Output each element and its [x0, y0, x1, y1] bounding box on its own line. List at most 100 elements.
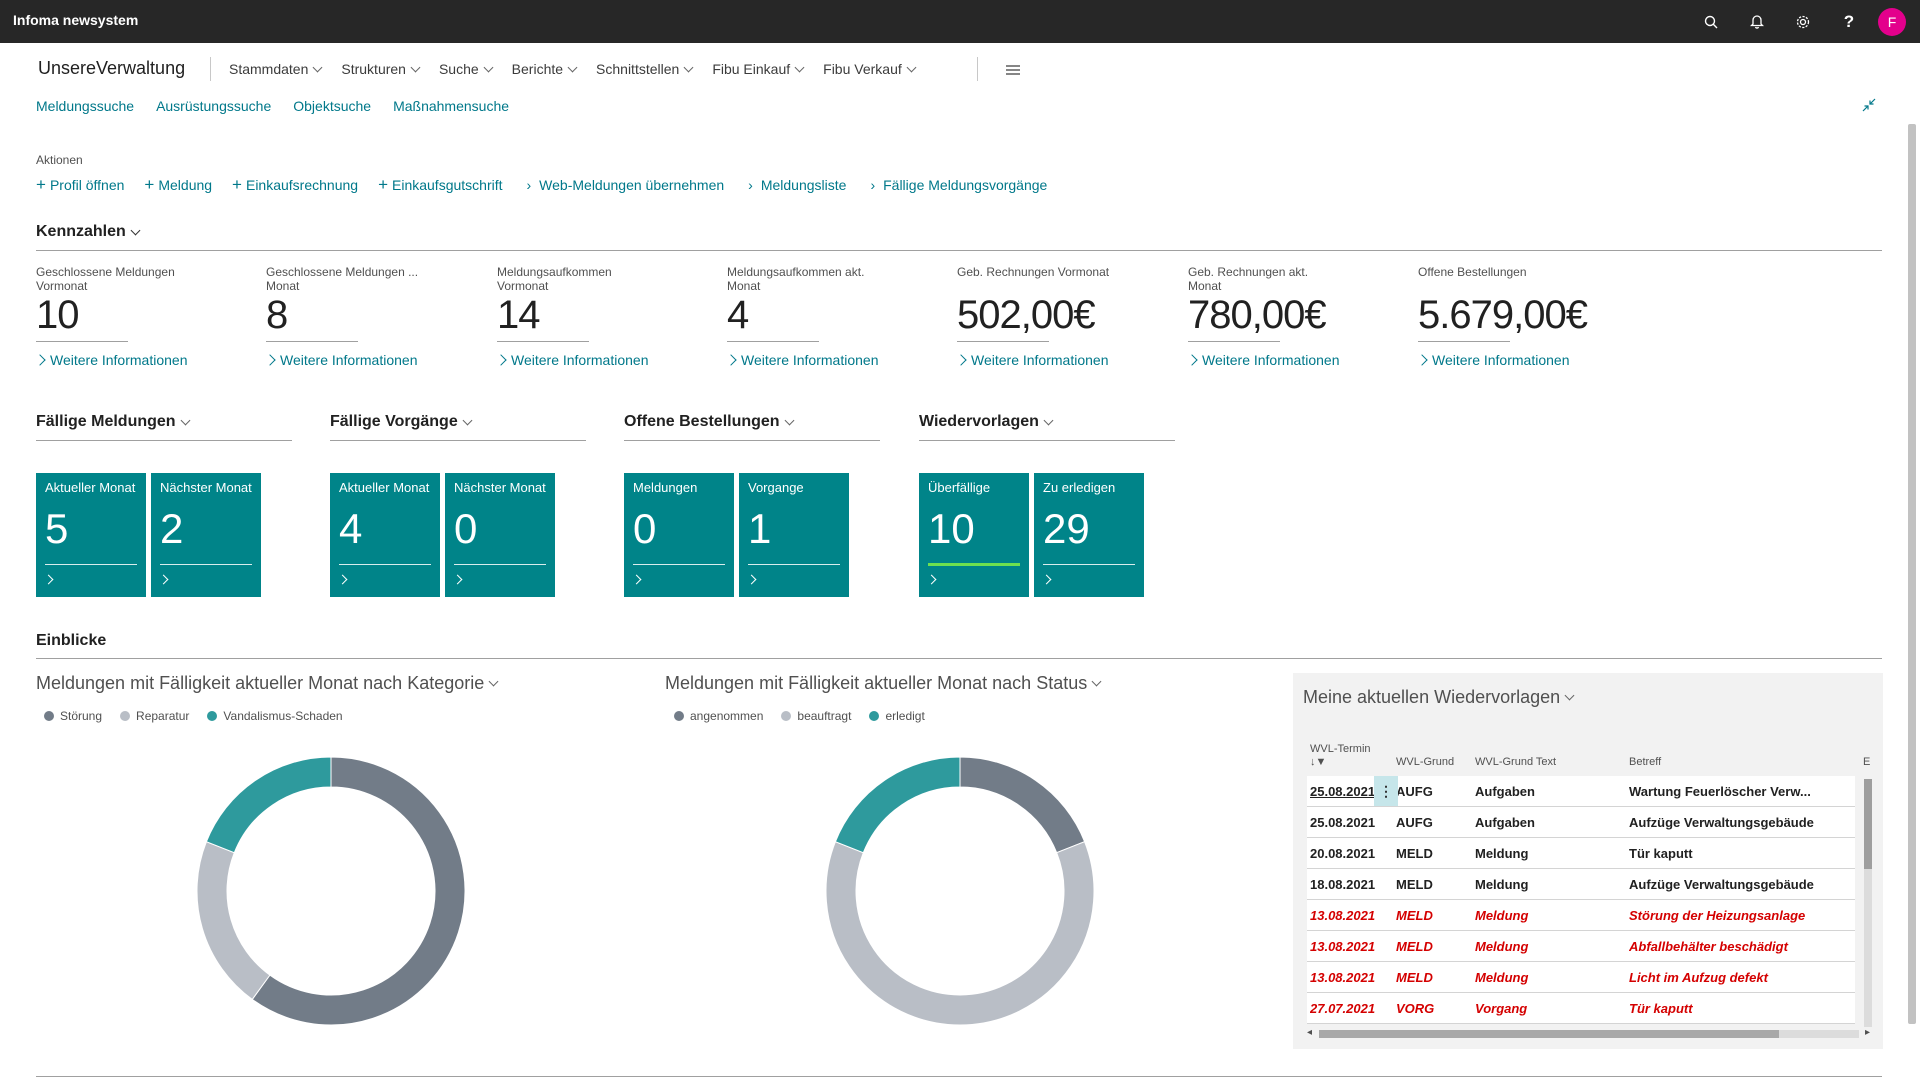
kpi-value[interactable]: 4 — [727, 293, 749, 337]
scrollbar-thumb[interactable] — [1864, 779, 1872, 869]
table-row[interactable]: 18.08.2021 MELD Meldung Aufzüge Verwaltungs… — [1307, 869, 1855, 900]
page-scrollbar[interactable] — [1908, 124, 1916, 1024]
cell-date[interactable]: 20.08.2021 — [1310, 846, 1376, 861]
kpi-more-link[interactable]: Weitere Informationen — [264, 352, 466, 368]
nav-item-suche[interactable]: Suche — [439, 61, 494, 77]
action-einkaufsgutschrift[interactable]: + Einkaufsgutschrift — [378, 175, 502, 195]
table-row[interactable]: 25.08.2021 AUFG Aufgaben Aufzüge Verwaltung… — [1307, 807, 1855, 838]
scrollbar-thumb[interactable] — [1319, 1030, 1779, 1038]
column-header-grund-text[interactable]: WVL-Grund Text — [1475, 756, 1557, 768]
kpi-value[interactable]: 5.679,00€ — [1418, 293, 1588, 337]
avatar[interactable]: F — [1878, 7, 1906, 36]
donut-slice-angenommen[interactable] — [959, 756, 1086, 854]
kpi-more-link[interactable]: Weitere Informationen — [495, 352, 697, 368]
kpi-more-link[interactable]: Weitere Informationen — [1416, 352, 1618, 368]
cell-date[interactable]: 25.08.2021 — [1310, 784, 1376, 799]
kpi-value[interactable]: 502,00€ — [957, 293, 1096, 337]
legend-item[interactable]: erledigt — [869, 709, 925, 723]
vertical-scrollbar[interactable] — [1864, 779, 1872, 1027]
cell-date[interactable]: 18.08.2021 — [1310, 877, 1376, 892]
row-actions-icon[interactable]: ⋮ — [1374, 776, 1398, 806]
nav-item-strukturen[interactable]: Strukturen — [341, 61, 421, 77]
help-icon[interactable]: ? — [1843, 11, 1855, 31]
column-header-betreff[interactable]: Betreff — [1629, 756, 1662, 768]
tile-vorgaenge-aktueller-monat[interactable]: Aktueller Monat 4 — [330, 473, 440, 597]
nav-item-stammdaten[interactable]: Stammdaten — [229, 61, 323, 77]
link-meldungssuche[interactable]: Meldungssuche — [36, 98, 135, 114]
kpi-more-link[interactable]: Weitere Informationen — [955, 352, 1157, 368]
link-objektsuche[interactable]: Objektsuche — [293, 98, 372, 114]
kpi-value[interactable]: 10 — [36, 293, 80, 337]
link-massnahmensuche[interactable]: Maßnahmensuche — [393, 98, 510, 114]
scroll-left-icon[interactable]: ◂ — [1307, 1027, 1313, 1038]
nav-item-schnittstellen[interactable]: Schnittstellen — [596, 61, 694, 77]
action-web-meldungen[interactable]: › Web-Meldungen übernehmen — [523, 175, 725, 195]
action-faellige-meldungsvorgaenge[interactable]: › Fällige Meldungsvorgänge — [866, 175, 1047, 195]
column-header-grund[interactable]: WVL-Grund — [1396, 756, 1455, 768]
horizontal-scrollbar[interactable]: ◂ ▸ — [1307, 1027, 1873, 1039]
column-header-termin[interactable]: WVL-Termin — [1310, 743, 1371, 755]
tile-bestellungen-meldungen[interactable]: Meldungen 0 — [624, 473, 734, 597]
gear-icon[interactable] — [1780, 0, 1826, 43]
kpi-more-link[interactable]: Weitere Informationen — [34, 352, 236, 368]
tile-wiedervorlagen-zu-erledigen[interactable]: Zu erledigen 29 — [1034, 473, 1144, 597]
legend-item[interactable]: angenommen — [674, 709, 763, 723]
cell-date[interactable]: 13.08.2021 — [1310, 970, 1376, 985]
company-name[interactable]: UnsereVerwaltung — [38, 58, 186, 78]
table-row[interactable]: 20.08.2021 MELD Meldung Tür kaputt — [1307, 838, 1855, 869]
kpi-more-link[interactable]: Weitere Informationen — [1186, 352, 1388, 368]
action-profil-oeffnen[interactable]: + Profil öffnen — [36, 175, 124, 195]
nav-item-fibu-einkauf[interactable]: Fibu Einkauf — [712, 61, 805, 77]
donut-slice-beauftragt[interactable] — [825, 841, 1095, 1026]
donut-slice-st-rung[interactable] — [251, 756, 466, 1026]
legend-item[interactable]: beauftragt — [781, 709, 851, 723]
group-wiedervorlagen[interactable]: Wiedervorlagen — [919, 413, 1054, 431]
wiedervorlagen-title[interactable]: Meine aktuellen Wiedervorlagen — [1303, 687, 1575, 708]
kpi-more-link[interactable]: Weitere Informationen — [725, 352, 927, 368]
tile-bestellungen-vorgange[interactable]: Vorgange 1 — [739, 473, 849, 597]
search-icon[interactable] — [1688, 0, 1734, 43]
table-row[interactable]: 13.08.2021 MELD Meldung Störung der Heizung… — [1307, 900, 1855, 931]
tile-meldungen-naechster-monat[interactable]: Nächster Monat 2 — [151, 473, 261, 597]
bell-icon[interactable] — [1734, 0, 1780, 43]
tile-wiedervorlagen-ueberfaellige[interactable]: Überfällige 10 — [919, 473, 1029, 597]
tile-vorgaenge-naechster-monat[interactable]: Nächster Monat 0 — [445, 473, 555, 597]
kpi-value[interactable]: 14 — [497, 293, 541, 337]
nav-item-fibu-verkauf[interactable]: Fibu Verkauf — [823, 61, 917, 77]
sort-filter-icon[interactable]: ↓▼ — [1310, 756, 1327, 768]
table-row[interactable]: 13.08.2021 MELD Meldung Abfallbehälter besc… — [1307, 931, 1855, 962]
nav-item-berichte[interactable]: Berichte — [512, 61, 578, 77]
cell-date[interactable]: 27.07.2021 — [1310, 1001, 1376, 1016]
action-meldung[interactable]: + Meldung — [144, 175, 212, 195]
donut-slice-vandalismus-schaden[interactable] — [205, 756, 332, 854]
kpi-offene-bestellungen: Offene Bestellungen 5.679,00€ Weitere In… — [1416, 265, 1618, 368]
donut-slice-erledigt[interactable] — [834, 756, 961, 854]
group-offene-bestellungen[interactable]: Offene Bestellungen — [624, 413, 795, 431]
hamburger-menu-icon[interactable] — [1005, 63, 1021, 81]
cell-date[interactable]: 13.08.2021 — [1310, 939, 1376, 954]
legend-item[interactable]: Störung — [44, 709, 102, 723]
chart-kategorie-title[interactable]: Meldungen mit Fälligkeit aktueller Monat… — [36, 673, 499, 694]
table-body: 25.08.2021 AUFG Aufgaben Wartung Feuerlösch… — [1307, 776, 1855, 1024]
cell-date[interactable]: 13.08.2021 — [1310, 908, 1376, 923]
kpi-value[interactable]: 8 — [266, 293, 288, 337]
collapse-icon[interactable] — [1862, 98, 1876, 115]
chart-status-title[interactable]: Meldungen mit Fälligkeit aktueller Monat… — [665, 673, 1102, 694]
column-header-more[interactable]: E — [1863, 756, 1871, 768]
table-row[interactable]: 25.08.2021 AUFG Aufgaben Wartung Feuerlösch… — [1307, 776, 1855, 807]
kennzahlen-header[interactable]: Kennzahlen — [36, 223, 141, 241]
legend-item[interactable]: Vandalismus-Schaden — [207, 709, 343, 723]
scroll-right-icon[interactable]: ▸ — [1865, 1027, 1871, 1038]
table-row[interactable]: 13.08.2021 MELD Meldung Licht im Aufzug def… — [1307, 962, 1855, 993]
table-row[interactable]: 27.07.2021 VORG Vorgang Tür kaputt — [1307, 993, 1855, 1024]
action-meldungsliste[interactable]: › Meldungsliste — [744, 175, 846, 195]
tile-meldungen-aktueller-monat[interactable]: Aktueller Monat 5 — [36, 473, 146, 597]
legend-item[interactable]: Reparatur — [120, 709, 189, 723]
kpi-value[interactable]: 780,00€ — [1188, 293, 1327, 337]
link-ausruestungssuche[interactable]: Ausrüstungssuche — [156, 98, 272, 114]
donut-slice-reparatur[interactable] — [196, 841, 271, 1001]
cell-date[interactable]: 25.08.2021 — [1310, 815, 1376, 830]
group-faellige-meldungen[interactable]: Fällige Meldungen — [36, 413, 191, 431]
group-faellige-vorgaenge[interactable]: Fällige Vorgänge — [330, 413, 473, 431]
action-einkaufsrechnung[interactable]: + Einkaufsrechnung — [232, 175, 358, 195]
